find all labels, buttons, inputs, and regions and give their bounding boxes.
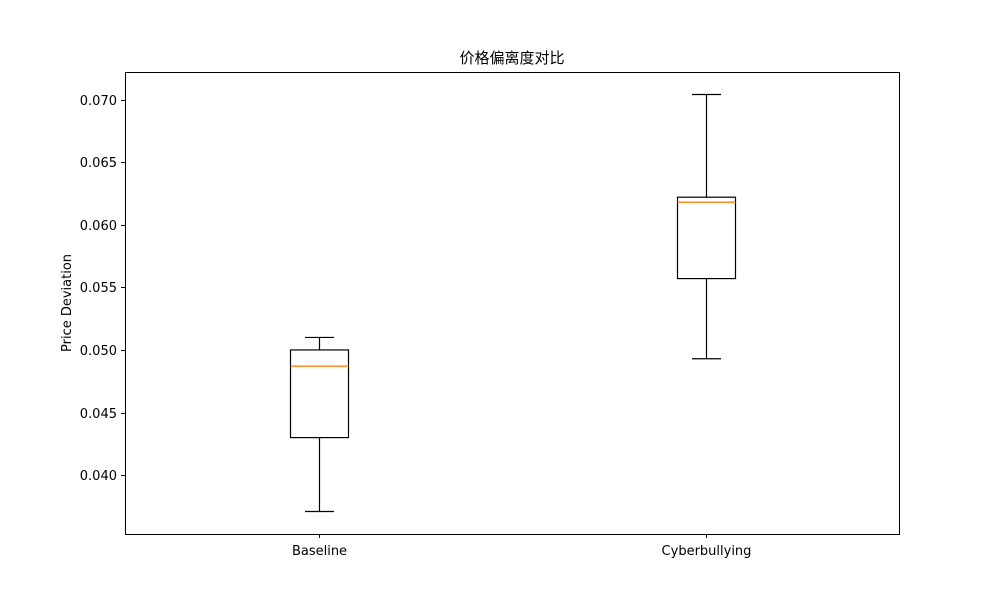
y-tick-label: 0.045 — [80, 407, 117, 422]
plot-area-frame — [125, 72, 900, 535]
y-axis-label: Price Deviation — [60, 254, 75, 352]
y-tick-label: 0.055 — [80, 281, 117, 296]
x-tick-label: Cyberbullying — [662, 544, 752, 559]
chart-title: 价格偏离度对比 — [459, 49, 564, 67]
iqr-box — [289, 349, 350, 439]
y-tick-label: 0.050 — [80, 344, 117, 359]
box-item — [289, 336, 350, 513]
x-axis: Baseline Cyberbullying — [292, 534, 752, 559]
y-axis: 0.040 0.045 0.050 0.055 0.060 0.065 0.070 — [80, 94, 125, 484]
box-item — [676, 93, 737, 360]
box-series — [289, 93, 737, 513]
iqr-box — [676, 196, 737, 280]
y-tick-label: 0.040 — [80, 469, 117, 484]
y-tick-label: 0.065 — [80, 156, 117, 171]
y-tick-label: 0.070 — [80, 94, 117, 109]
x-tick-label: Baseline — [292, 544, 347, 559]
y-tick-label: 0.060 — [80, 219, 117, 234]
